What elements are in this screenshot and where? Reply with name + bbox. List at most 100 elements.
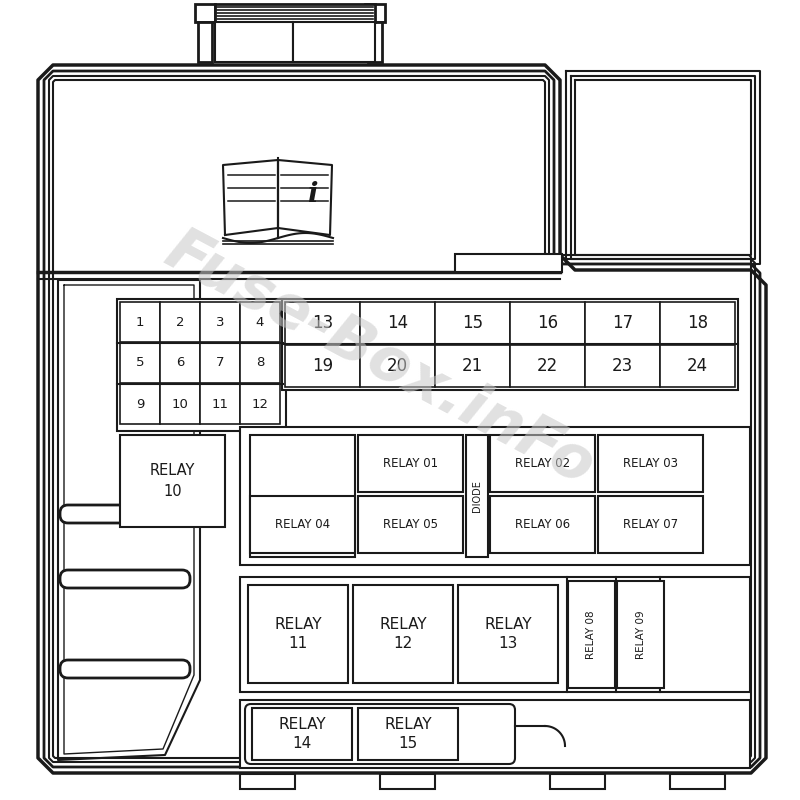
Text: 6: 6 [176,357,184,370]
Text: 7: 7 [216,357,224,370]
Bar [358,435,463,492]
FancyBboxPatch shape [245,704,515,764]
Bar [200,302,240,342]
Bar [360,345,435,387]
Text: 16: 16 [537,314,558,332]
Bar [120,435,225,527]
Bar [455,254,562,272]
Text: i: i [306,182,318,209]
Bar [285,302,360,344]
Bar [466,435,488,557]
Bar [160,302,200,342]
Text: RELAY
14: RELAY 14 [278,717,326,751]
FancyBboxPatch shape [60,570,190,588]
Bar [660,345,735,387]
Text: 3: 3 [216,315,224,329]
Text: 19: 19 [312,357,333,375]
Text: RELAY 06: RELAY 06 [515,518,570,531]
Text: 21: 21 [462,357,483,375]
Text: Fuse-Box.inFo: Fuse-Box.inFo [155,222,605,498]
Polygon shape [223,160,278,235]
Bar [250,496,355,553]
Bar [660,302,735,344]
Text: RELAY 01: RELAY 01 [383,457,438,470]
Text: 15: 15 [462,314,483,332]
Bar [120,302,160,342]
Bar [160,384,200,424]
Text: RELAY 02: RELAY 02 [515,457,570,470]
Bar [293,22,375,62]
Bar [240,302,280,342]
Text: 20: 20 [387,357,408,375]
Text: RELAY 05: RELAY 05 [383,518,438,531]
Bar [240,577,750,692]
Bar [670,774,725,789]
Text: 8: 8 [256,357,264,370]
Bar [240,427,750,565]
Bar [568,581,615,688]
Text: RELAY
11: RELAY 11 [274,617,322,651]
Text: 13: 13 [312,314,333,332]
Text: 14: 14 [387,314,408,332]
Bar [617,581,664,688]
Bar [252,708,352,760]
Bar [160,343,200,383]
Bar [240,700,750,768]
Text: 22: 22 [537,357,558,375]
Text: 12: 12 [251,398,269,410]
Text: RELAY
13: RELAY 13 [484,617,532,651]
Bar [458,585,558,683]
Text: 23: 23 [612,357,633,375]
Bar [215,22,293,62]
Bar [120,343,160,383]
Text: RELAY 04: RELAY 04 [275,518,330,531]
Bar [198,22,212,62]
Bar [435,345,510,387]
Text: 1: 1 [136,315,144,329]
Bar [240,343,280,383]
Bar [585,302,660,344]
Bar [435,302,510,344]
Polygon shape [58,280,200,760]
Text: 24: 24 [687,357,708,375]
Bar [365,4,385,22]
Text: DIODE: DIODE [472,480,482,512]
Text: RELAY 03: RELAY 03 [623,457,678,470]
FancyBboxPatch shape [60,660,190,678]
Text: 10: 10 [171,398,189,410]
Bar [510,302,585,344]
Bar [200,343,240,383]
Bar [282,299,738,390]
Text: RELAY
10: RELAY 10 [150,463,195,499]
Bar [215,4,375,22]
Polygon shape [278,160,332,235]
Bar [120,384,160,424]
Bar [200,384,240,424]
Bar [598,496,703,553]
Text: 2: 2 [176,315,184,329]
Bar [240,774,295,789]
Bar [368,22,382,62]
Text: RELAY 08: RELAY 08 [586,610,597,659]
Bar [117,299,286,431]
Text: RELAY
12: RELAY 12 [379,617,427,651]
Bar [248,585,348,683]
Bar [550,774,605,789]
Text: 18: 18 [687,314,708,332]
Bar [490,435,595,492]
Bar [195,4,215,22]
FancyBboxPatch shape [60,505,190,523]
Bar [585,345,660,387]
Bar [598,435,703,492]
Bar [490,496,595,553]
Polygon shape [38,65,766,773]
Bar [380,774,435,789]
Text: RELAY
15: RELAY 15 [384,717,432,751]
Bar [358,708,458,760]
Bar [360,302,435,344]
Bar [358,496,463,553]
Bar [250,435,355,557]
Text: RELAY 09: RELAY 09 [635,610,646,659]
Text: 4: 4 [256,315,264,329]
Text: 5: 5 [136,357,144,370]
